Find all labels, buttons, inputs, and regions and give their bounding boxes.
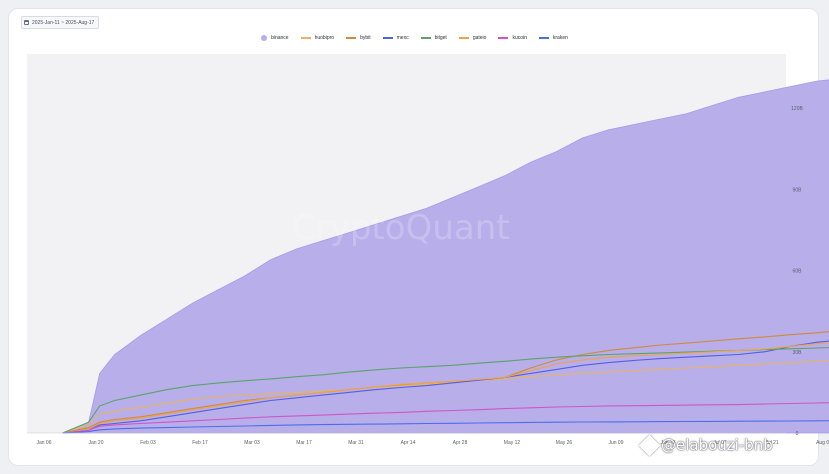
legend-item-kraken[interactable]: kraken bbox=[538, 35, 568, 41]
legend-label: bitget bbox=[434, 35, 447, 41]
x-tick-label: Jul 21 bbox=[765, 440, 779, 446]
x-tick-label: Jun 23 bbox=[660, 440, 675, 446]
date-range-picker[interactable]: 2025-Jan-11 ~ 2025-Aug-17 bbox=[21, 16, 100, 29]
x-tick-label: Jan 06 bbox=[36, 440, 51, 446]
legend-label: mexc bbox=[396, 35, 409, 41]
y-tick-label: 120B bbox=[791, 106, 803, 112]
legend-swatch bbox=[261, 35, 268, 41]
x-tick-label: May 26 bbox=[556, 440, 573, 446]
series-kucoin-line bbox=[62, 402, 829, 434]
legend-item-binance[interactable]: binance bbox=[261, 35, 289, 41]
legend-swatch bbox=[420, 37, 431, 39]
x-tick-label: Apr 14 bbox=[401, 440, 416, 446]
legend-label: kraken bbox=[552, 35, 568, 41]
x-tick-label: Feb 03 bbox=[140, 440, 156, 446]
x-tick-label: Jun 09 bbox=[608, 440, 623, 446]
legend-swatch bbox=[382, 37, 393, 39]
x-tick-label: Aug 04 bbox=[816, 440, 829, 446]
date-range-label: 2025-Jan-11 ~ 2025-Aug-17 bbox=[32, 19, 95, 26]
legend-item-bitget[interactable]: bitget bbox=[420, 35, 447, 41]
legend-swatch bbox=[458, 37, 469, 39]
legend-item-gateio[interactable]: gateio bbox=[458, 35, 487, 41]
x-tick-label: Apr 28 bbox=[453, 440, 468, 446]
x-tick-label: Jul 07 bbox=[713, 440, 727, 446]
x-tick-label: Mar 17 bbox=[296, 440, 312, 446]
legend-label: bybit bbox=[360, 35, 371, 41]
legend-label: huobipro bbox=[314, 35, 335, 41]
y-tick-label: 90B bbox=[793, 187, 803, 193]
series-mexc-line bbox=[62, 340, 829, 434]
legend-swatch bbox=[538, 37, 549, 39]
y-tick-label: 60B bbox=[793, 269, 803, 275]
legend-item-bybit[interactable]: bybit bbox=[346, 35, 371, 41]
legend-item-huobipro[interactable]: huobipro bbox=[300, 35, 335, 41]
x-tick-label: Mar 31 bbox=[348, 440, 364, 446]
legend-item-mexc[interactable]: mexc bbox=[382, 35, 409, 41]
watermark: CryptoQuant bbox=[292, 208, 510, 248]
x-tick-label: Feb 17 bbox=[192, 440, 208, 446]
credit-text: @elabouzi-bnb bbox=[661, 436, 773, 454]
binance-diamond-icon bbox=[638, 434, 661, 456]
legend-label: kucoin bbox=[512, 35, 527, 41]
legend-swatch bbox=[300, 37, 311, 39]
x-tick-label: Jan 20 bbox=[88, 440, 103, 446]
x-tick-label: May 12 bbox=[504, 440, 521, 446]
legend-label: gateio bbox=[472, 35, 487, 41]
series-gateio-line bbox=[62, 342, 829, 434]
legend-swatch bbox=[346, 37, 357, 39]
legend-label: binance bbox=[271, 35, 289, 41]
legend-swatch bbox=[498, 37, 509, 39]
y-tick-label: 0 bbox=[796, 431, 799, 437]
series-binance-area bbox=[62, 79, 829, 434]
series-kraken-line bbox=[62, 420, 829, 434]
x-tick-label: Mar 03 bbox=[244, 440, 260, 446]
calendar-icon bbox=[24, 20, 29, 25]
legend-item-kucoin[interactable]: kucoin bbox=[498, 35, 527, 41]
y-tick-label: 30B bbox=[793, 350, 803, 356]
chart-legend: binance huobipro bybit mexc bitget gateio kuco… bbox=[0, 35, 829, 41]
credit-overlay: @elabouzi-bnb bbox=[638, 434, 773, 456]
